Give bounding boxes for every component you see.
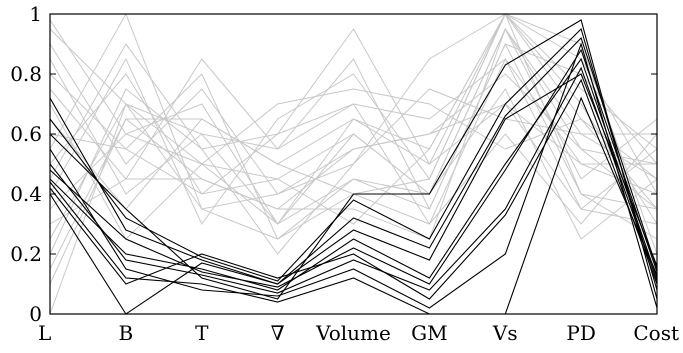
highlight-series [49,19,658,315]
y-axis-ticks: 0 0.2 0.4 0.6 0.8 1 [10,2,657,326]
x-axis-label-3: ∇ [271,321,285,345]
highlight-line-7 [49,27,658,291]
x-axis-label-5: GM [411,321,447,345]
highlight-line-6 [49,48,658,288]
y-tick-label-3: 0.6 [10,122,42,146]
background-line-16 [49,43,658,226]
y-tick-label-0: 0 [29,302,42,326]
y-tick-label-4: 0.8 [10,62,42,86]
highlight-line-3 [49,78,658,300]
x-axis-labels: L B T ∇ Volume GM Vs PD Cost [38,321,679,345]
y-tick-label-2: 0.4 [10,182,42,206]
x-axis-label-2: T [195,321,209,345]
x-axis-label-0: L [38,321,51,345]
background-line-18 [49,13,658,270]
y-tick-label-5: 1 [29,2,42,26]
x-axis-label-6: Vs [492,321,518,345]
x-axis-label-4: Volume [315,321,391,345]
x-axis-label-8: Cost [633,321,679,345]
x-axis-label-1: B [119,321,134,345]
x-axis-label-7: PD [566,321,596,345]
plot-frame [49,13,658,315]
background-line-17 [49,88,657,210]
highlight-line-1 [49,57,658,291]
highlight-line-9 [49,66,658,294]
y-tick-label-1: 0.2 [10,242,42,266]
highlight-line-0 [49,36,658,285]
background-line-19 [49,27,658,225]
highlight-line-8 [49,96,658,315]
highlight-line-2 [49,19,658,300]
background-line-14 [49,88,657,240]
background-line-4 [49,28,658,210]
